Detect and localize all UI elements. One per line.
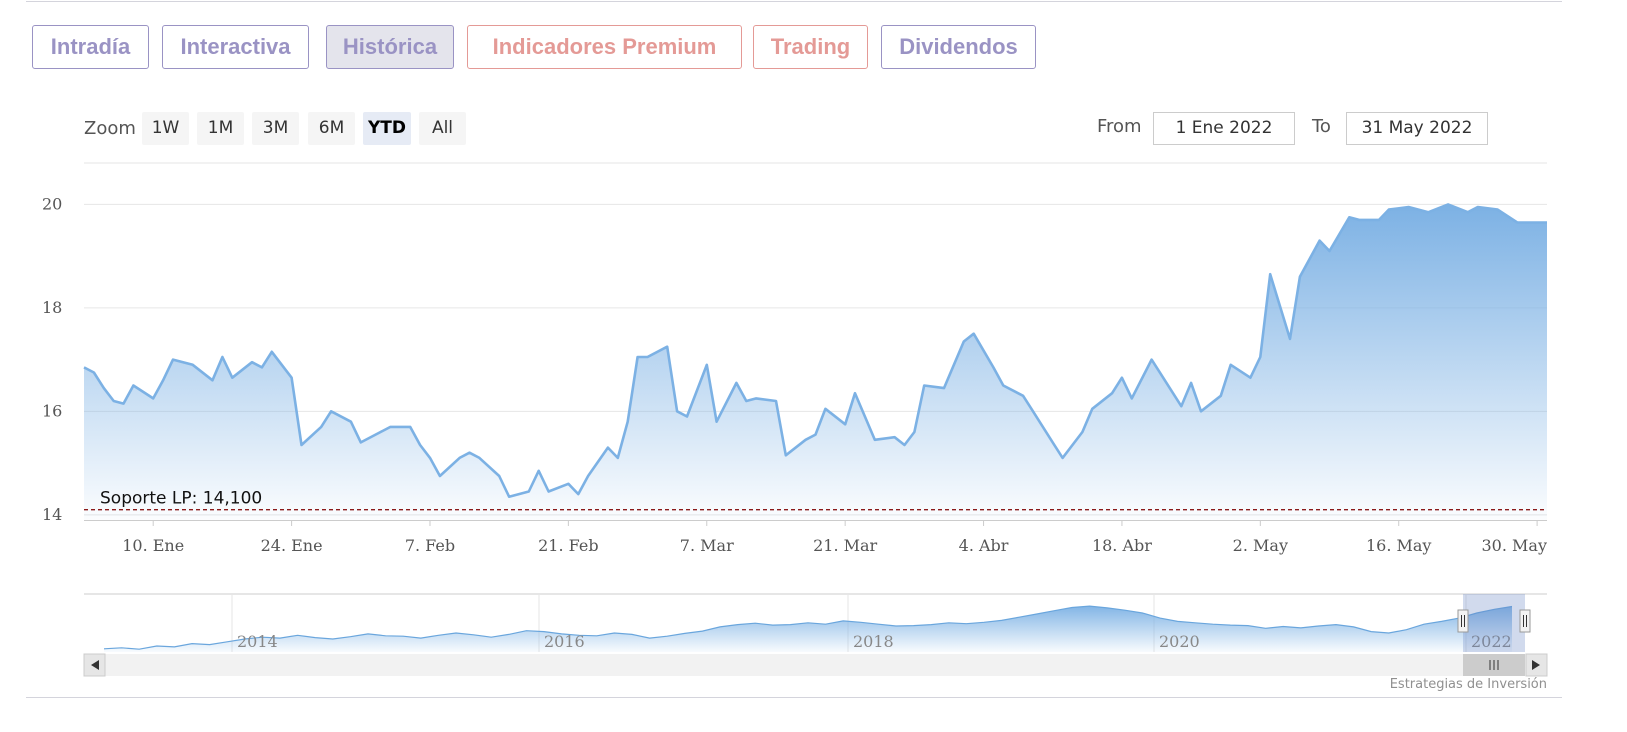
zoom-button-1w[interactable]: 1W	[142, 112, 189, 145]
y-axis: 14 16 18 20	[42, 194, 62, 523]
y-tick-label: 18	[42, 298, 62, 317]
y-tick-label: 20	[42, 194, 62, 213]
navigator-year-label: 2016	[544, 632, 585, 651]
x-tick-label: 21. Feb	[538, 536, 598, 555]
tab-intradia[interactable]: Intradía	[32, 25, 149, 69]
y-tick-label: 14	[42, 505, 62, 524]
range-from-input[interactable]: 1 Ene 2022	[1153, 112, 1295, 145]
navigator-selection[interactable]	[1463, 594, 1525, 652]
zoom-button-ytd[interactable]: YTD	[363, 112, 411, 145]
range-from-label: From	[1097, 116, 1142, 137]
scrollbar-thumb[interactable]	[1463, 654, 1525, 676]
navigator-year-label: 2018	[853, 632, 894, 651]
x-tick-label: 18. Abr	[1092, 536, 1152, 555]
scrollbar-left-arrow[interactable]	[83, 653, 106, 677]
x-tick-label: 7. Mar	[680, 536, 734, 555]
top-divider	[26, 1, 1562, 2]
x-tick-label: 2. May	[1233, 536, 1288, 555]
tab-historica[interactable]: Histórica	[326, 25, 454, 69]
navigator-year-label: 2022	[1471, 632, 1512, 651]
navigator-line	[103, 605, 1513, 650]
scrollbar-right-arrow[interactable]	[1525, 653, 1548, 677]
tab-interactiva[interactable]: Interactiva	[162, 25, 309, 69]
x-tick-label: 21. Mar	[813, 536, 877, 555]
navigator-area	[104, 606, 1512, 652]
x-tick-label: 24. Ene	[261, 536, 323, 555]
x-axis: 10. Ene 24. Ene 7. Feb 21. Feb 7. Mar 21. Mar…	[122, 520, 1547, 555]
scrollbar-track[interactable]	[84, 654, 1547, 676]
zoom-button-1m[interactable]: 1M	[197, 112, 244, 145]
range-to-input[interactable]: 31 May 2022	[1346, 112, 1488, 145]
x-tick-label: 4. Abr	[959, 536, 1009, 555]
navigator[interactable]: 2014 2016 2018 2020 2022	[83, 593, 1548, 677]
navigator-year-label: 2020	[1159, 632, 1200, 651]
navigator-handle-left[interactable]	[1457, 609, 1469, 633]
zoom-button-all[interactable]: All	[419, 112, 466, 145]
navigator-year-label: 2014	[237, 632, 278, 651]
zoom-button-3m[interactable]: 3M	[252, 112, 299, 145]
x-tick-label: 10. Ene	[122, 536, 184, 555]
support-label: Soporte LP: 14,100	[100, 489, 262, 509]
series-line	[83, 203, 1547, 498]
x-tick-label: 16. May	[1366, 536, 1432, 555]
navigator-handle-right[interactable]	[1519, 609, 1531, 633]
x-tick-label: 30. May	[1482, 536, 1548, 555]
x-tick-label: 7. Feb	[405, 536, 455, 555]
range-to-label: To	[1312, 116, 1331, 137]
bottom-divider	[26, 697, 1562, 698]
tab-indicadores-premium[interactable]: Indicadores Premium	[467, 25, 742, 69]
zoom-label: Zoom	[84, 118, 136, 139]
zoom-button-6m[interactable]: 6M	[308, 112, 355, 145]
tab-trading[interactable]: Trading	[753, 25, 868, 69]
chart-credit[interactable]: Estrategias de Inversión	[1389, 677, 1547, 692]
tab-dividendos[interactable]: Dividendos	[881, 25, 1036, 69]
series-area-fill	[84, 204, 1547, 520]
y-tick-label: 16	[42, 401, 62, 420]
